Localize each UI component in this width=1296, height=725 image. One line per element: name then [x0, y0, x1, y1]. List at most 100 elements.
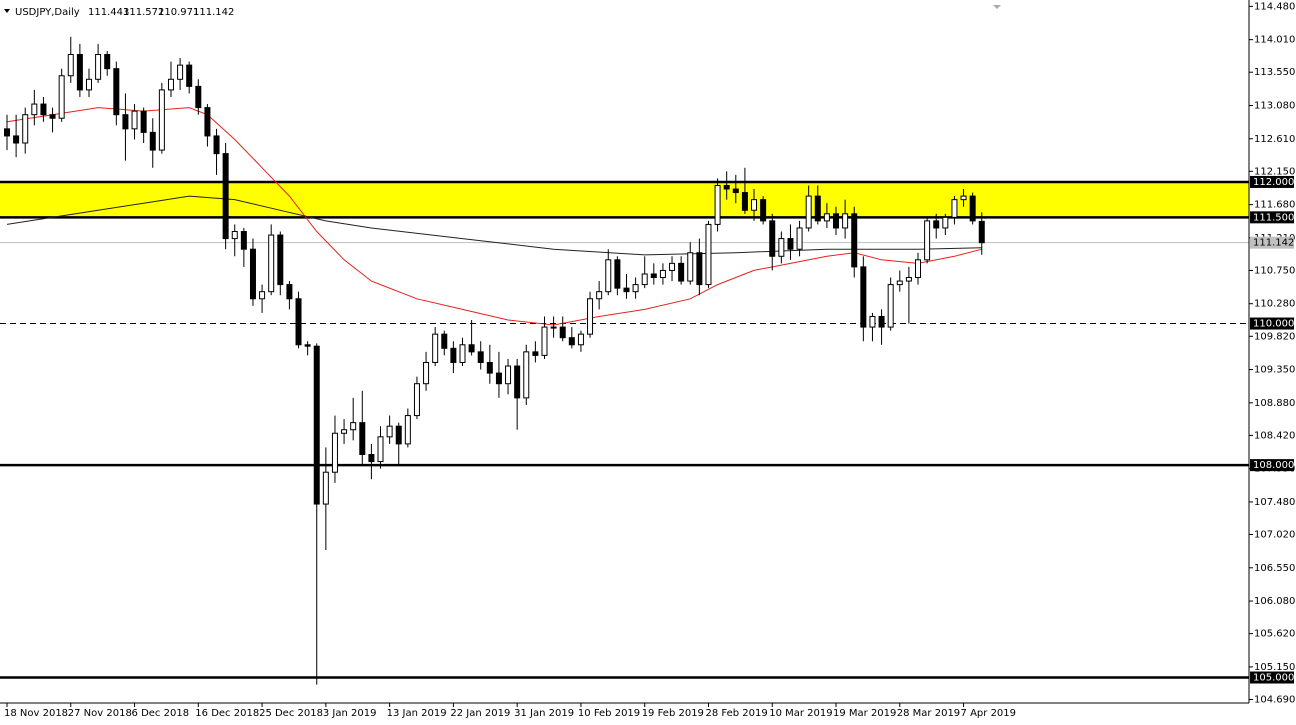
- candle-body: [741, 192, 748, 211]
- candle-body: [268, 234, 275, 293]
- candle-body: [605, 259, 612, 293]
- x-tick-label: 10 Mar 2019: [769, 708, 832, 719]
- candle-body: [140, 110, 147, 133]
- candle-body: [113, 68, 120, 116]
- x-tick-label: 27 Nov 2018: [68, 708, 132, 719]
- y-tick-label: 105.620: [1254, 629, 1295, 640]
- candle-body: [505, 365, 512, 385]
- plot-layer: [0, 36, 1249, 685]
- level-label: 105.000: [1253, 673, 1294, 684]
- candle-body: [486, 361, 493, 374]
- y-tick-label: 113.550: [1254, 67, 1295, 78]
- candle-body: [432, 333, 439, 363]
- level-label: 111.500: [1253, 212, 1294, 223]
- x-tick-label: 10 Feb 2019: [578, 708, 640, 719]
- level-box: [1250, 459, 1294, 472]
- candle-body: [915, 259, 921, 279]
- candle-body: [769, 220, 776, 257]
- candle-body: [495, 372, 502, 385]
- y-tick-label: 105.150: [1254, 662, 1295, 673]
- candle-body: [240, 231, 247, 250]
- candle-body: [814, 195, 821, 222]
- x-tick-label: 13 Jan 2019: [387, 708, 447, 719]
- candle-body: [377, 436, 384, 463]
- candle-body: [158, 89, 165, 151]
- candle-body: [614, 259, 621, 289]
- y-tick-label: 108.880: [1254, 398, 1295, 409]
- candle-body: [331, 432, 338, 473]
- x-tick-label: 31 Jan 2019: [514, 708, 574, 719]
- candle-body: [104, 54, 111, 70]
- y-tick-label: 112.610: [1254, 134, 1295, 145]
- candle-body: [878, 315, 885, 328]
- candle-body: [277, 234, 284, 286]
- menu-triangle[interactable]: [4, 9, 10, 13]
- candle-body: [204, 107, 211, 137]
- candle-body: [687, 252, 694, 282]
- candle-body: [149, 131, 156, 151]
- candle-body: [732, 188, 739, 194]
- x-tick-label: 16 Dec 2018: [195, 708, 259, 719]
- candle-body: [322, 471, 329, 505]
- y-tick-label: 109.820: [1254, 331, 1295, 342]
- candle-body: [778, 238, 785, 257]
- candle-body: [186, 64, 193, 87]
- last-open: 111.443: [88, 7, 129, 18]
- candle-body: [641, 273, 648, 286]
- y-tick-label: 107.480: [1254, 497, 1295, 508]
- candle-body: [13, 135, 20, 144]
- current-price-label: 111.142: [1253, 238, 1294, 249]
- candle-body: [313, 345, 320, 505]
- resistance-zone: [0, 181, 1249, 218]
- y-tick-label: 108.420: [1254, 430, 1295, 441]
- candle-body: [860, 266, 867, 328]
- candle-body: [231, 231, 238, 240]
- y-tick-label: 106.080: [1254, 596, 1295, 607]
- candle-body: [368, 454, 375, 463]
- moving-average: [6, 195, 982, 256]
- candle-body: [177, 64, 184, 80]
- candle-body: [404, 415, 411, 445]
- candle-body: [787, 238, 794, 250]
- y-tick-label: 106.550: [1254, 563, 1295, 574]
- level-box: [1250, 317, 1294, 330]
- candle-body: [122, 114, 129, 130]
- current-price-box: [1250, 236, 1294, 249]
- shift-marker: [993, 5, 1001, 9]
- candle-body: [459, 344, 466, 363]
- candle-body: [49, 114, 56, 119]
- x-tick-label: 18 Nov 2018: [4, 708, 68, 719]
- candle-body: [76, 54, 83, 91]
- candle-body: [577, 333, 584, 346]
- candle-body: [541, 326, 548, 356]
- x-tick-label: 7 Apr 2019: [961, 708, 1016, 719]
- candle-body: [887, 284, 894, 328]
- candle-body: [760, 199, 767, 222]
- candle-body: [4, 128, 10, 137]
- last-high: 111.572: [123, 7, 164, 18]
- level-box: [1250, 175, 1294, 188]
- candle-body: [851, 213, 858, 268]
- x-tick-label: 28 Feb 2019: [705, 708, 767, 719]
- candle-body: [842, 213, 849, 229]
- candle-body: [413, 383, 420, 417]
- y-tick-label: 107.020: [1254, 530, 1295, 541]
- candle-body: [751, 199, 758, 211]
- candle-body: [678, 262, 685, 282]
- candle-body: [350, 422, 357, 431]
- y-tick-label: 110.750: [1254, 265, 1295, 276]
- candle-body: [532, 351, 539, 356]
- candle-body: [960, 195, 967, 201]
- candle-body: [222, 153, 229, 240]
- x-tick-label: 25 Dec 2018: [259, 708, 323, 719]
- level-box: [1250, 211, 1294, 224]
- candle-body: [167, 78, 174, 91]
- candle-body: [632, 284, 639, 293]
- candle-body: [805, 195, 812, 229]
- x-tick-label: 3 Jan 2019: [323, 708, 377, 719]
- candle-body: [896, 280, 903, 286]
- candle-body: [514, 365, 521, 399]
- candle-body: [359, 422, 366, 456]
- level-label: 110.000: [1253, 319, 1294, 330]
